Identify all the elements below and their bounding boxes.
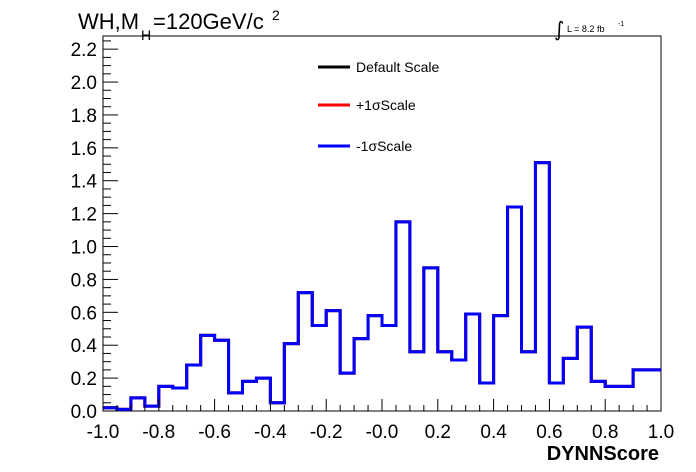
legend-label-minus1sigma: -1σScale (356, 138, 412, 154)
y-tick-label: 2.2 (71, 40, 97, 61)
axes: -1.0 -0.8 -0.6 -0.4 -0.2 -0.0 0.2 0.4 0.6 0.8 1.0 0… (71, 40, 675, 443)
y-tick-label: 1.4 (71, 172, 98, 193)
chart-title: WH,M H =120GeV/c 2 (78, 7, 280, 43)
x-tick-label: -0.2 (310, 422, 343, 443)
integral-symbol: ∫ (554, 17, 564, 41)
x-tick-label: 0.8 (592, 422, 618, 443)
histogram-lines (103, 161, 661, 411)
legend-label-plus1sigma: +1σScale (356, 97, 416, 113)
legend: Default Scale +1σScale -1σScale (318, 59, 439, 154)
y-tick-label: 0.2 (71, 369, 97, 390)
title-subscript: H (141, 27, 151, 43)
x-tick-label: -0.8 (142, 422, 175, 443)
x-tick-label: -0.0 (366, 422, 399, 443)
y-tick-label: 0.6 (71, 303, 97, 324)
x-axis-title: DYNNScore (547, 443, 659, 465)
series-line-2 (103, 161, 661, 411)
title-superscript: 2 (272, 7, 280, 23)
x-tick-label: 1.0 (648, 422, 674, 443)
y-tick-label: 0.8 (71, 270, 97, 291)
y-tick-label: 1.6 (71, 139, 97, 160)
legend-label-default: Default Scale (356, 59, 439, 75)
luminosity-text: L = 8.2 fb (567, 24, 604, 34)
x-tick-label: -0.4 (254, 422, 287, 443)
y-tick-label: 1.8 (71, 106, 97, 127)
x-tick-label: 0.2 (425, 422, 451, 443)
title-main: WH,M (78, 9, 139, 34)
y-tick-label: 0.0 (71, 402, 97, 423)
title-rest: =120GeV/c (153, 9, 264, 34)
y-tick-label: 1.2 (71, 205, 97, 226)
x-tick-label: 0.6 (536, 422, 562, 443)
y-tick-label: 0.4 (71, 336, 98, 357)
y-tick-label: 1.0 (71, 238, 97, 259)
x-tick-label: -0.6 (198, 422, 231, 443)
luminosity-label: ∫ L = 8.2 fb -1 (554, 17, 624, 41)
luminosity-superscript: -1 (618, 21, 624, 28)
y-tick-label: 2.0 (71, 73, 97, 94)
x-tick-label: 0.4 (480, 422, 507, 443)
x-tick-label: -1.0 (87, 422, 120, 443)
